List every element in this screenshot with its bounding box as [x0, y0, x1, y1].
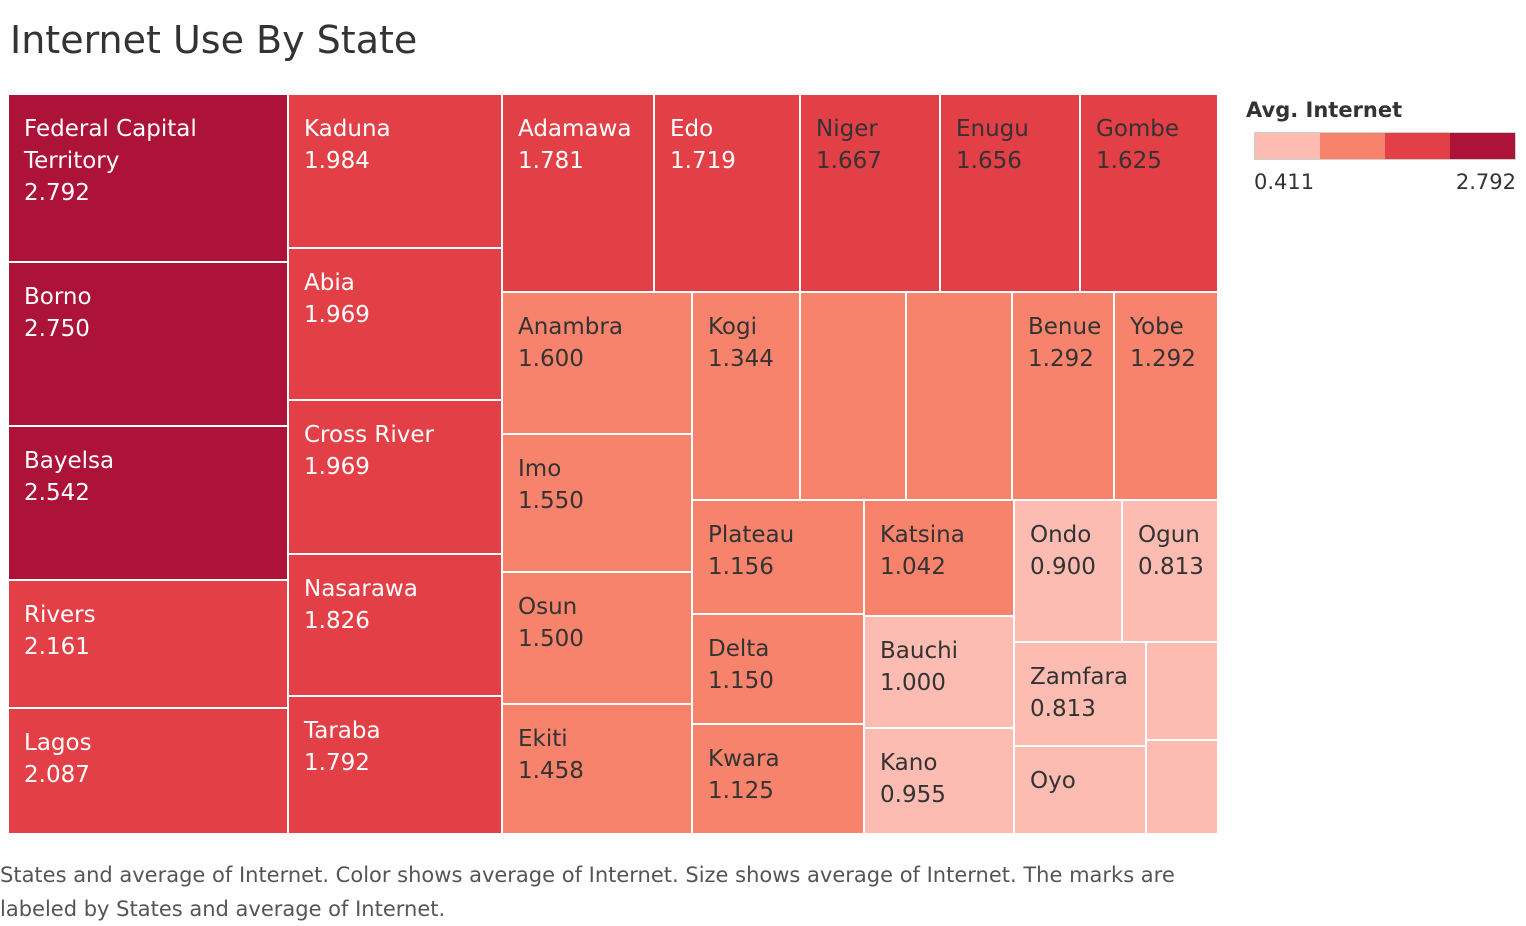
legend-title: Avg. Internet [1246, 98, 1403, 122]
treemap-cell[interactable]: Adamawa 1.781 [502, 94, 654, 292]
treemap-cell[interactable]: Katsina 1.042 [864, 500, 1014, 616]
treemap-cell[interactable]: Yobe 1.292 [1114, 292, 1218, 500]
treemap-cell[interactable]: Ogun 0.813 [1122, 500, 1218, 642]
treemap-cell-label: Katsina 1.042 [880, 522, 965, 580]
treemap-cell-label: Imo 1.550 [518, 456, 584, 514]
treemap-cell[interactable]: Anambra 1.600 [502, 292, 692, 434]
treemap-cell-label: Bauchi 1.000 [880, 638, 959, 696]
treemap-cell-label: Ondo 0.900 [1030, 522, 1096, 580]
treemap-cell[interactable]: Cross River 1.969 [288, 400, 502, 554]
treemap: Federal Capital Territory 2.792 Borno 2.7… [8, 94, 1218, 834]
legend-swatch [1320, 133, 1385, 159]
treemap-cell[interactable]: Ondo 0.900 [1014, 500, 1122, 642]
treemap-cell[interactable]: Enugu 1.656 [940, 94, 1080, 292]
treemap-cell[interactable]: Lagos 2.087 [8, 708, 288, 834]
treemap-cell-label: Abia 1.969 [304, 270, 370, 328]
treemap-cell[interactable]: Kano 0.955 [864, 728, 1014, 834]
treemap-cell-label: Gombe 1.625 [1096, 116, 1180, 174]
treemap-cell[interactable]: Borno 2.750 [8, 262, 288, 426]
treemap-cell[interactable]: Gombe 1.625 [1080, 94, 1218, 292]
treemap-cell-label: Federal Capital Territory 2.792 [24, 116, 197, 206]
treemap-cell-label: Benue 1.292 [1028, 314, 1102, 372]
legend-min-label: 0.411 [1254, 170, 1315, 194]
treemap-cell-label: Borno 2.750 [24, 284, 92, 342]
treemap-cell[interactable] [1146, 642, 1218, 740]
legend-swatch [1385, 133, 1450, 159]
treemap-cell[interactable]: Bauchi 1.000 [864, 616, 1014, 728]
treemap-cell-label: Niger 1.667 [816, 116, 882, 174]
treemap-cell-label: Ogun 0.813 [1138, 522, 1204, 580]
treemap-cell[interactable]: Ekiti 1.458 [502, 704, 692, 834]
treemap-cell-label: Kwara 1.125 [708, 746, 780, 804]
treemap-cell[interactable]: Imo 1.550 [502, 434, 692, 572]
treemap-cell[interactable]: Zamfara 0.813 [1014, 642, 1146, 746]
treemap-cell-label: Zamfara 0.813 [1030, 664, 1128, 722]
color-legend: Avg. Internet 0.411 2.792 [1246, 98, 1518, 194]
treemap-cell-label: Plateau 1.156 [708, 522, 795, 580]
treemap-cell[interactable] [800, 292, 906, 500]
treemap-cell-label: Nasarawa 1.826 [304, 576, 418, 634]
treemap-cell-label: Cross River 1.969 [304, 422, 434, 480]
treemap-cell-label: Enugu 1.656 [956, 116, 1029, 174]
treemap-cell[interactable]: Kwara 1.125 [692, 724, 864, 834]
legend-max-label: 2.792 [1455, 170, 1516, 194]
treemap-cell[interactable]: Osun 1.500 [502, 572, 692, 704]
treemap-cell[interactable]: Benue 1.292 [1012, 292, 1114, 500]
treemap-cell[interactable]: Abia 1.969 [288, 248, 502, 400]
treemap-cell[interactable] [906, 292, 1012, 500]
chart-title: Internet Use By State [10, 18, 418, 62]
treemap-cell-label: Oyo [1030, 768, 1076, 794]
legend-swatch [1255, 133, 1320, 159]
legend-color-bar [1254, 132, 1516, 160]
treemap-cell[interactable]: Bayelsa 2.542 [8, 426, 288, 580]
treemap-cell-label: Kano 0.955 [880, 750, 946, 808]
treemap-cell[interactable]: Niger 1.667 [800, 94, 940, 292]
treemap-cell-label: Ekiti 1.458 [518, 726, 584, 784]
chart-caption: States and average of Internet. Color sh… [0, 863, 1175, 921]
treemap-cell-label: Yobe 1.292 [1130, 314, 1196, 372]
treemap-cell-label: Osun 1.500 [518, 594, 584, 652]
treemap-cell-label: Anambra 1.600 [518, 314, 623, 372]
treemap-cell-label: Adamawa 1.781 [518, 116, 632, 174]
treemap-cell[interactable]: Federal Capital Territory 2.792 [8, 94, 288, 262]
legend-swatch [1450, 133, 1515, 159]
treemap-cell-label: Lagos 2.087 [24, 730, 92, 788]
treemap-cell[interactable]: Taraba 1.792 [288, 696, 502, 834]
treemap-cell-label: Delta 1.150 [708, 636, 774, 694]
treemap-cell[interactable]: Rivers 2.161 [8, 580, 288, 708]
treemap-cell[interactable]: Edo 1.719 [654, 94, 800, 292]
treemap-cell[interactable]: Delta 1.150 [692, 614, 864, 724]
treemap-cell[interactable]: Kogi 1.344 [692, 292, 800, 500]
treemap-cell[interactable]: Nasarawa 1.826 [288, 554, 502, 696]
treemap-cell[interactable]: Kaduna 1.984 [288, 94, 502, 248]
treemap-cell-label: Taraba 1.792 [304, 718, 381, 776]
treemap-cell-label: Kaduna 1.984 [304, 116, 391, 174]
treemap-cell-label: Bayelsa 2.542 [24, 448, 115, 506]
treemap-cell[interactable]: Plateau 1.156 [692, 500, 864, 614]
treemap-cell-label: Rivers 2.161 [24, 602, 96, 660]
treemap-cell[interactable] [1146, 740, 1218, 834]
treemap-cell[interactable]: Oyo [1014, 746, 1146, 834]
treemap-cell-label: Kogi 1.344 [708, 314, 774, 372]
treemap-cell-label: Edo 1.719 [670, 116, 736, 174]
